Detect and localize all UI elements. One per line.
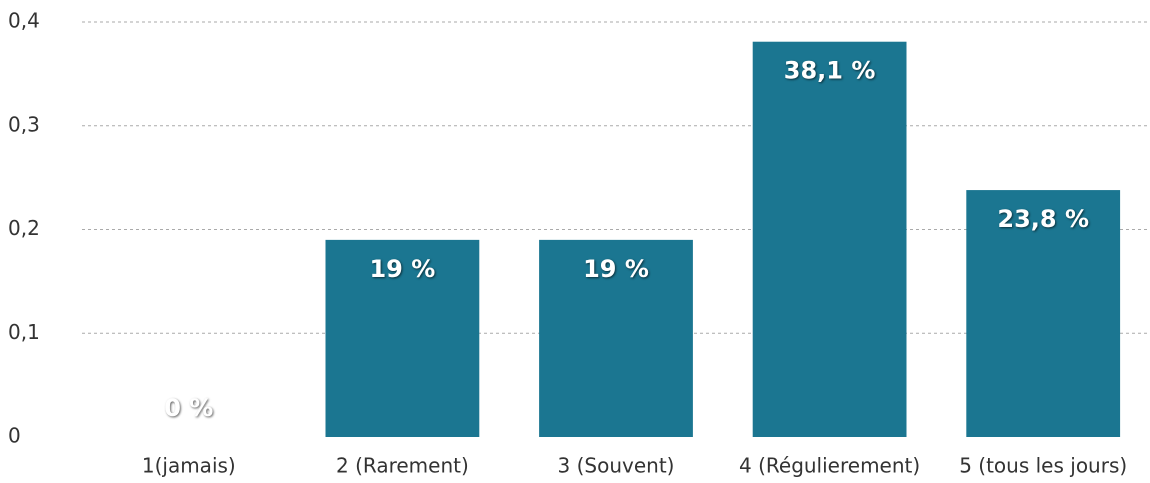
bar xyxy=(966,190,1121,437)
y-tick-label: 0,3 xyxy=(8,112,40,136)
value-label: 19 % xyxy=(369,255,435,283)
bar xyxy=(325,239,480,437)
y-tick-label: 0,2 xyxy=(8,216,40,240)
y-tick-label: 0,1 xyxy=(8,320,40,344)
value-label: 0 % xyxy=(164,394,213,422)
x-tick-label: 1(jamais) xyxy=(142,454,236,478)
value-label: 38,1 % xyxy=(784,57,876,85)
y-tick-label: 0,4 xyxy=(8,9,40,33)
x-tick-label: 5 (tous les jours) xyxy=(959,454,1127,478)
value-label: 19 % xyxy=(583,255,649,283)
x-tick-label: 3 (Souvent) xyxy=(558,454,675,478)
value-label: 23,8 % xyxy=(997,205,1089,233)
x-tick-label: 2 (Rarement) xyxy=(336,454,469,478)
bar xyxy=(752,41,907,438)
x-tick-label: 4 (Régulierement) xyxy=(739,454,920,478)
bar xyxy=(539,239,693,437)
y-tick-label: 0 xyxy=(8,424,21,448)
